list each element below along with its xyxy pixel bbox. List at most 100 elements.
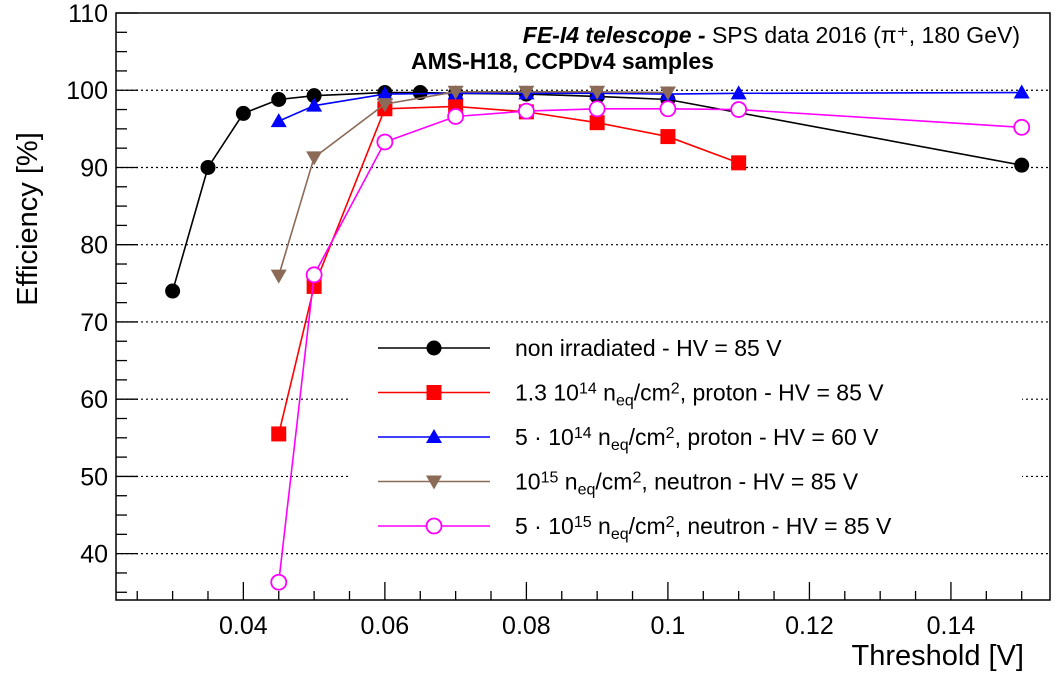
- plot-frame: [115, 12, 1051, 601]
- data-point-4-7: [730, 101, 748, 118]
- legend-label-0: non irradiated - HV = 85 V: [515, 335, 782, 361]
- data-point-4-3: [447, 108, 465, 125]
- legend-label-4-part-2: n: [592, 513, 611, 539]
- legend-label-2-part-2: n: [592, 424, 611, 450]
- legend-marker-1: [426, 385, 442, 400]
- data-point-1-7: [731, 155, 747, 171]
- data-point-3-1: [306, 151, 323, 166]
- legend-label-2-part-1: 14: [574, 425, 592, 442]
- y-tick-label-110: 110: [68, 0, 108, 28]
- x-tick-label-0.1: 0.1: [651, 612, 686, 640]
- data-point-3-3: [447, 85, 464, 100]
- legend-label-1-part-0: 1.3 10: [515, 380, 579, 406]
- series-layer: [165, 84, 1031, 591]
- legend-label-3-part-4: /cm: [595, 469, 632, 495]
- legend-label-3-part-2: n: [558, 469, 577, 495]
- x-tick-label-0.04: 0.04: [219, 612, 268, 640]
- series-line-1: [277, 105, 739, 435]
- y-tick-label-100: 100: [66, 77, 108, 105]
- data-point-3-2: [376, 98, 393, 113]
- legend-label-3-part-5: 2: [632, 469, 641, 486]
- legend-entry-0: non irradiated - HV = 85 V: [378, 335, 782, 361]
- legend-label-4-part-1: 15: [574, 514, 592, 531]
- legend-marker-0: [426, 340, 442, 356]
- data-point-4-8: [1013, 118, 1031, 136]
- data-point-4-1: [305, 266, 323, 284]
- data-point-4-5: [588, 100, 606, 118]
- legend-entry-1: 1.3 1014 neq/cm2, proton - HV = 85 V: [378, 380, 884, 410]
- legend-entry-2: 5 · 1014 neq/cm2, proton - HV = 60 V: [378, 424, 879, 454]
- legend-label-3-part-3: eq: [578, 481, 596, 498]
- legend-label-1-part-1: 14: [579, 380, 597, 397]
- legend-marker-3: [426, 475, 442, 490]
- data-point-3-6: [659, 86, 676, 101]
- legend-label-3-part-1: 15: [541, 469, 559, 486]
- legend-label-1-part-2: n: [597, 380, 616, 406]
- data-point-1-0: [271, 426, 287, 442]
- data-point-2-2: [376, 86, 393, 101]
- legend-label-1-part-3: eq: [616, 392, 634, 409]
- data-point-4-0: [270, 573, 288, 591]
- legend-label-4-part-3: eq: [611, 526, 629, 543]
- x-tick-label-0.08: 0.08: [502, 612, 551, 640]
- series-3: [270, 85, 676, 284]
- data-point-1-1: [306, 278, 322, 294]
- legend-label-2-part-4: /cm: [629, 424, 666, 450]
- legend-label-3-part-6: , neutron - HV = 85 V: [641, 469, 858, 495]
- legend-label-4: 5 · 1015 neq/cm2, neutron - HV = 85 V: [515, 513, 892, 543]
- y-tick-label-40: 40: [80, 541, 108, 569]
- legend-label-1-part-5: 2: [671, 380, 680, 397]
- data-point-2-1: [306, 97, 323, 112]
- x-tick-label-0.06: 0.06: [361, 612, 410, 640]
- data-point-0-1: [200, 159, 216, 175]
- legend-label-2-part-5: 2: [666, 425, 675, 442]
- series-line-0: [171, 91, 1022, 292]
- legend-label-1-part-6: , proton - HV = 85 V: [680, 380, 885, 406]
- legend-label-4-part-5: 2: [666, 514, 675, 531]
- y-tick-label-70: 70: [80, 309, 108, 337]
- legend-label-1-part-4: /cm: [634, 380, 671, 406]
- y-tick-label-90: 90: [80, 154, 108, 182]
- legend-entry-3: 1015 neq/cm2, neutron - HV = 85 V: [378, 469, 859, 498]
- data-point-4-2: [376, 133, 394, 151]
- legend-marker-2: [426, 429, 442, 443]
- legend-label-3-part-0: 10: [515, 469, 541, 495]
- chart-title-italic: FE-I4 telescope -: [523, 22, 706, 48]
- data-point-3-0: [270, 269, 287, 284]
- chart-title: FE-I4 telescope - SPS data 2016 (π⁺, 180…: [523, 22, 1020, 48]
- y-tick-label-60: 60: [80, 386, 108, 414]
- data-point-0-11: [1014, 157, 1030, 173]
- legend-label-1: 1.3 1014 neq/cm2, proton - HV = 85 V: [515, 380, 884, 410]
- legend: non irradiated - HV = 85 V1.3 1014 neq/c…: [378, 335, 892, 543]
- legend-marker-4: [425, 517, 443, 535]
- series-4: [270, 100, 1031, 591]
- x-tick-label-0.14: 0.14: [927, 612, 976, 640]
- data-point-4-4: [517, 102, 535, 120]
- data-point-0-2: [235, 105, 251, 121]
- legend-label-4-part-6: , neutron - HV = 85 V: [675, 513, 892, 539]
- data-point-2-0: [270, 113, 287, 128]
- data-point-1-6: [660, 129, 676, 145]
- data-point-0-4: [306, 88, 322, 104]
- data-point-2-8: [1013, 84, 1030, 99]
- data-point-1-5: [589, 115, 605, 131]
- y-tick-label-50: 50: [80, 463, 108, 491]
- legend-label-4-part-4: /cm: [629, 513, 666, 539]
- chart-title-rest: SPS data 2016 (π⁺, 180 GeV): [706, 22, 1020, 48]
- legend-label-2-part-0: 5 · 10: [515, 424, 574, 450]
- data-point-4-6: [659, 100, 677, 118]
- y-axis-title: Efficiency [%]: [12, 132, 44, 306]
- legend-entry-4: 5 · 1015 neq/cm2, neutron - HV = 85 V: [378, 513, 892, 543]
- legend-label-2-part-6: , proton - HV = 60 V: [675, 424, 880, 450]
- axis-ticks: 40 50 60 70 80 90 100 110 0.04 0.06 0.08 0.1 0.12 0.1…: [66, 0, 1023, 640]
- legend-label-2-part-3: eq: [611, 437, 629, 454]
- legend-label-4-part-0: 5 · 10: [515, 513, 574, 539]
- data-point-0-6: [412, 85, 428, 101]
- data-point-2-7: [730, 85, 747, 100]
- legend-label-2: 5 · 1014 neq/cm2, proton - HV = 60 V: [515, 424, 879, 454]
- x-tick-label-0.12: 0.12: [785, 612, 834, 640]
- x-axis-title: Threshold [V]: [852, 640, 1024, 672]
- data-point-3-4: [518, 85, 535, 100]
- data-point-0-0: [165, 283, 181, 299]
